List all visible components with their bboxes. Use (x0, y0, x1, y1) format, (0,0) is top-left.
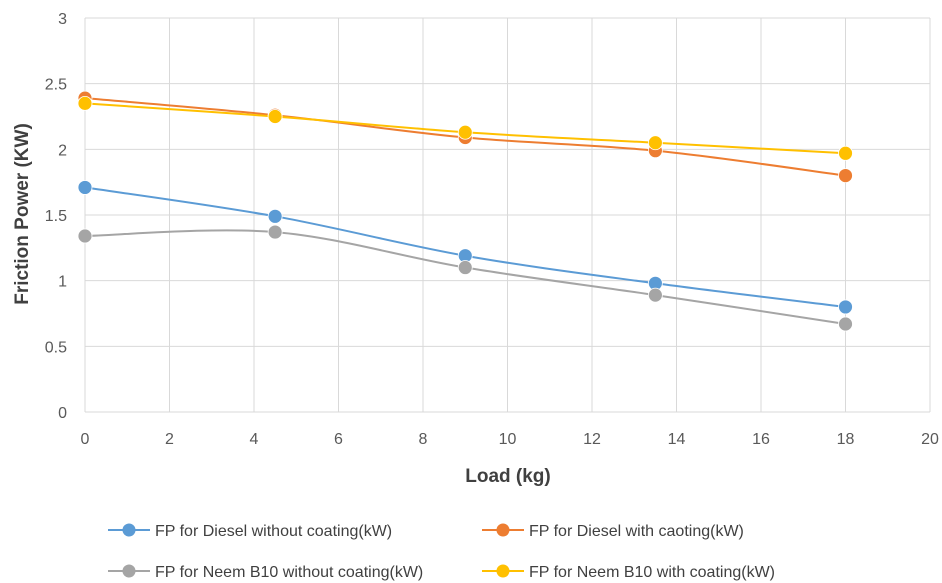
data-point-s1-4 (839, 169, 853, 183)
x-tick-label: 18 (837, 431, 855, 448)
legend: FP for Diesel without coating(kW) FP for … (108, 523, 775, 581)
legend-item-1: FP for Diesel with caoting(kW) (482, 523, 744, 540)
data-point-s3-3 (648, 136, 662, 150)
data-point-s2-1 (268, 225, 282, 239)
x-tick-label: 6 (334, 431, 343, 448)
data-point-s2-2 (458, 261, 472, 275)
legend-label: FP for Neem B10 with coating(kW) (529, 564, 775, 581)
grid (85, 18, 930, 412)
legend-marker (123, 565, 136, 578)
data-point-s3-2 (458, 125, 472, 139)
legend-label: FP for Diesel with caoting(kW) (529, 523, 744, 540)
x-tick-label: 12 (583, 431, 601, 448)
series-line-0 (85, 187, 846, 307)
data-point-s0-0 (78, 180, 92, 194)
legend-marker (497, 524, 510, 537)
legend-item-3: FP for Neem B10 with coating(kW) (482, 564, 775, 581)
data-point-s3-1 (268, 110, 282, 124)
x-tick-label: 14 (668, 431, 686, 448)
x-tick-label: 8 (419, 431, 428, 448)
legend-item-2: FP for Neem B10 without coating(kW) (108, 564, 423, 581)
x-tick-label: 10 (499, 431, 517, 448)
data-point-s2-4 (839, 317, 853, 331)
legend-label: FP for Neem B10 without coating(kW) (155, 564, 423, 581)
y-tick-label: 2.5 (45, 77, 67, 94)
x-tick-labels: 0 2 4 6 8 10 12 14 16 18 20 (81, 431, 939, 448)
y-tick-label: 1 (58, 274, 67, 291)
y-tick-label: 1.5 (45, 208, 67, 225)
y-axis-title: Friction Power (KW) (12, 123, 33, 305)
y-tick-labels: 0 0.5 1 1.5 2 2.5 3 (45, 11, 67, 422)
data-point-s3-4 (839, 146, 853, 160)
data-point-s0-4 (839, 300, 853, 314)
data-point-s2-0 (78, 229, 92, 243)
legend-marker (497, 565, 510, 578)
legend-label: FP for Diesel without coating(kW) (155, 523, 392, 540)
x-axis-title: Load (kg) (465, 466, 551, 487)
series-points (78, 91, 853, 331)
legend-item-0: FP for Diesel without coating(kW) (108, 523, 392, 540)
x-tick-label: 0 (81, 431, 90, 448)
y-tick-label: 2 (58, 142, 67, 159)
y-tick-label: 0.5 (45, 339, 67, 356)
series-line-2 (85, 230, 846, 324)
y-tick-label: 0 (58, 405, 67, 422)
data-point-s3-0 (78, 96, 92, 110)
x-tick-label: 16 (752, 431, 770, 448)
legend-marker (123, 524, 136, 537)
x-tick-label: 2 (165, 431, 174, 448)
data-point-s2-3 (648, 288, 662, 302)
x-tick-label: 20 (921, 431, 939, 448)
x-tick-label: 4 (250, 431, 259, 448)
data-point-s0-1 (268, 209, 282, 223)
y-tick-label: 3 (58, 11, 67, 28)
